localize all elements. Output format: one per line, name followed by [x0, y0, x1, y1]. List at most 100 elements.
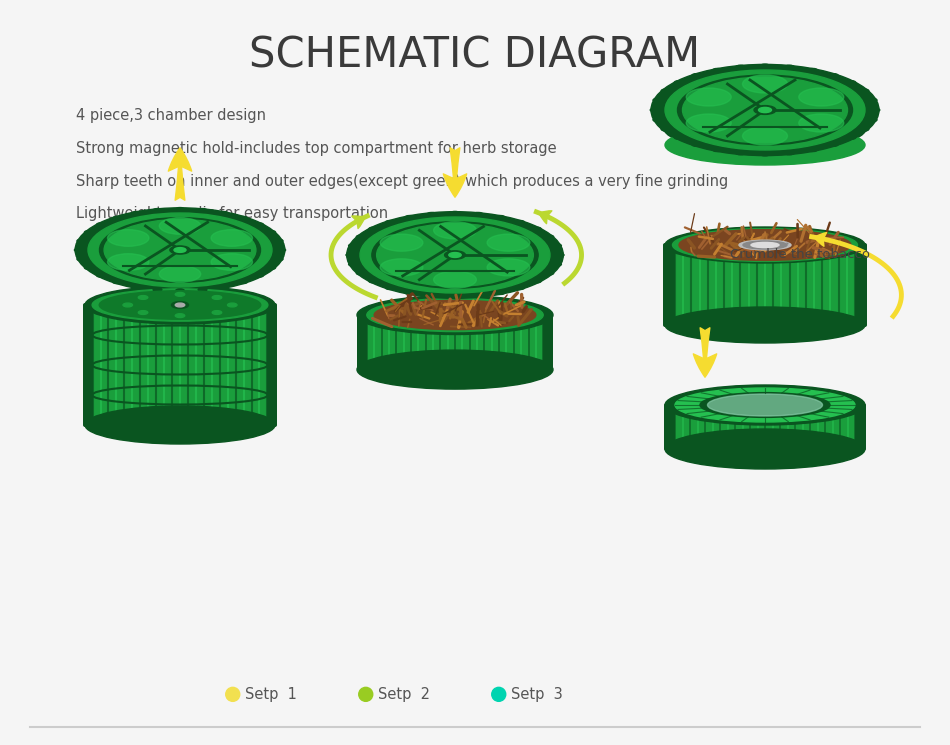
- Ellipse shape: [275, 239, 283, 243]
- Ellipse shape: [275, 257, 283, 261]
- Polygon shape: [92, 305, 267, 425]
- Ellipse shape: [267, 231, 276, 234]
- Ellipse shape: [386, 221, 394, 224]
- Ellipse shape: [85, 406, 275, 444]
- Ellipse shape: [433, 271, 476, 288]
- Polygon shape: [675, 405, 855, 449]
- Ellipse shape: [860, 127, 869, 131]
- Ellipse shape: [219, 212, 228, 215]
- Ellipse shape: [139, 296, 148, 299]
- Ellipse shape: [448, 253, 461, 258]
- Ellipse shape: [226, 688, 239, 701]
- Ellipse shape: [650, 108, 659, 112]
- Ellipse shape: [88, 213, 272, 287]
- Ellipse shape: [692, 142, 701, 146]
- Ellipse shape: [349, 244, 357, 247]
- Ellipse shape: [651, 64, 879, 156]
- Ellipse shape: [77, 239, 86, 243]
- Ellipse shape: [176, 208, 184, 211]
- Ellipse shape: [686, 88, 732, 106]
- Ellipse shape: [544, 271, 554, 275]
- Ellipse shape: [828, 142, 838, 146]
- Ellipse shape: [92, 289, 268, 321]
- Ellipse shape: [739, 240, 791, 250]
- Ellipse shape: [552, 244, 561, 247]
- Ellipse shape: [238, 216, 247, 220]
- Text: Setp  1: Setp 1: [245, 687, 296, 702]
- Ellipse shape: [799, 88, 844, 106]
- Text: Sharp teeth on inner and outer edges(except green) which produces a very fine gr: Sharp teeth on inner and outer edges(exc…: [76, 174, 729, 188]
- Ellipse shape: [97, 273, 105, 277]
- Ellipse shape: [743, 75, 788, 93]
- Ellipse shape: [828, 74, 838, 77]
- Ellipse shape: [474, 212, 483, 216]
- Ellipse shape: [369, 227, 378, 231]
- Ellipse shape: [267, 266, 276, 270]
- Ellipse shape: [665, 227, 865, 263]
- Ellipse shape: [799, 114, 844, 132]
- Ellipse shape: [677, 75, 852, 145]
- FancyBboxPatch shape: [663, 243, 867, 327]
- Ellipse shape: [346, 253, 355, 257]
- Ellipse shape: [686, 114, 732, 132]
- Ellipse shape: [374, 300, 536, 329]
- Ellipse shape: [708, 394, 823, 416]
- Ellipse shape: [153, 209, 162, 212]
- Ellipse shape: [743, 127, 788, 145]
- Ellipse shape: [380, 259, 423, 276]
- Ellipse shape: [682, 77, 847, 143]
- Ellipse shape: [754, 106, 776, 115]
- Ellipse shape: [532, 227, 541, 231]
- Ellipse shape: [219, 285, 228, 288]
- Ellipse shape: [674, 136, 684, 139]
- Ellipse shape: [445, 251, 466, 259]
- FancyBboxPatch shape: [664, 404, 866, 450]
- Ellipse shape: [211, 254, 253, 270]
- Ellipse shape: [99, 291, 260, 320]
- Ellipse shape: [112, 280, 122, 284]
- Ellipse shape: [85, 286, 275, 324]
- Ellipse shape: [112, 216, 122, 220]
- Ellipse shape: [450, 295, 460, 299]
- Ellipse shape: [74, 248, 84, 252]
- Ellipse shape: [175, 314, 184, 317]
- Ellipse shape: [139, 311, 148, 314]
- Ellipse shape: [77, 257, 86, 261]
- Ellipse shape: [211, 229, 253, 247]
- Ellipse shape: [160, 218, 200, 234]
- Ellipse shape: [174, 247, 186, 253]
- Ellipse shape: [376, 224, 533, 286]
- Ellipse shape: [359, 688, 372, 701]
- Ellipse shape: [555, 253, 564, 257]
- Ellipse shape: [516, 221, 524, 224]
- Ellipse shape: [199, 288, 207, 291]
- Ellipse shape: [238, 280, 247, 284]
- Ellipse shape: [97, 223, 105, 226]
- Ellipse shape: [75, 208, 285, 292]
- Ellipse shape: [132, 285, 141, 288]
- Ellipse shape: [653, 118, 662, 121]
- Ellipse shape: [255, 273, 263, 277]
- Ellipse shape: [760, 152, 770, 156]
- Ellipse shape: [675, 388, 855, 422]
- Ellipse shape: [735, 151, 745, 155]
- Ellipse shape: [433, 222, 476, 239]
- Ellipse shape: [371, 222, 538, 288]
- Ellipse shape: [360, 217, 550, 293]
- Ellipse shape: [735, 66, 745, 69]
- Ellipse shape: [860, 89, 869, 93]
- Text: Setp  3: Setp 3: [511, 687, 562, 702]
- Ellipse shape: [100, 218, 260, 282]
- Text: Lightweight acrylic for easy transportation: Lightweight acrylic for easy transportat…: [76, 206, 389, 221]
- Ellipse shape: [107, 254, 149, 270]
- Ellipse shape: [653, 98, 662, 102]
- Ellipse shape: [867, 98, 877, 102]
- FancyBboxPatch shape: [83, 303, 277, 427]
- Ellipse shape: [405, 291, 414, 294]
- Ellipse shape: [171, 302, 188, 308]
- Ellipse shape: [487, 259, 530, 276]
- Ellipse shape: [369, 279, 378, 283]
- Ellipse shape: [428, 294, 436, 297]
- Text: Strong magnetic hold-includes top compartment for herb storage: Strong magnetic hold-includes top compar…: [76, 141, 557, 156]
- Ellipse shape: [758, 107, 771, 112]
